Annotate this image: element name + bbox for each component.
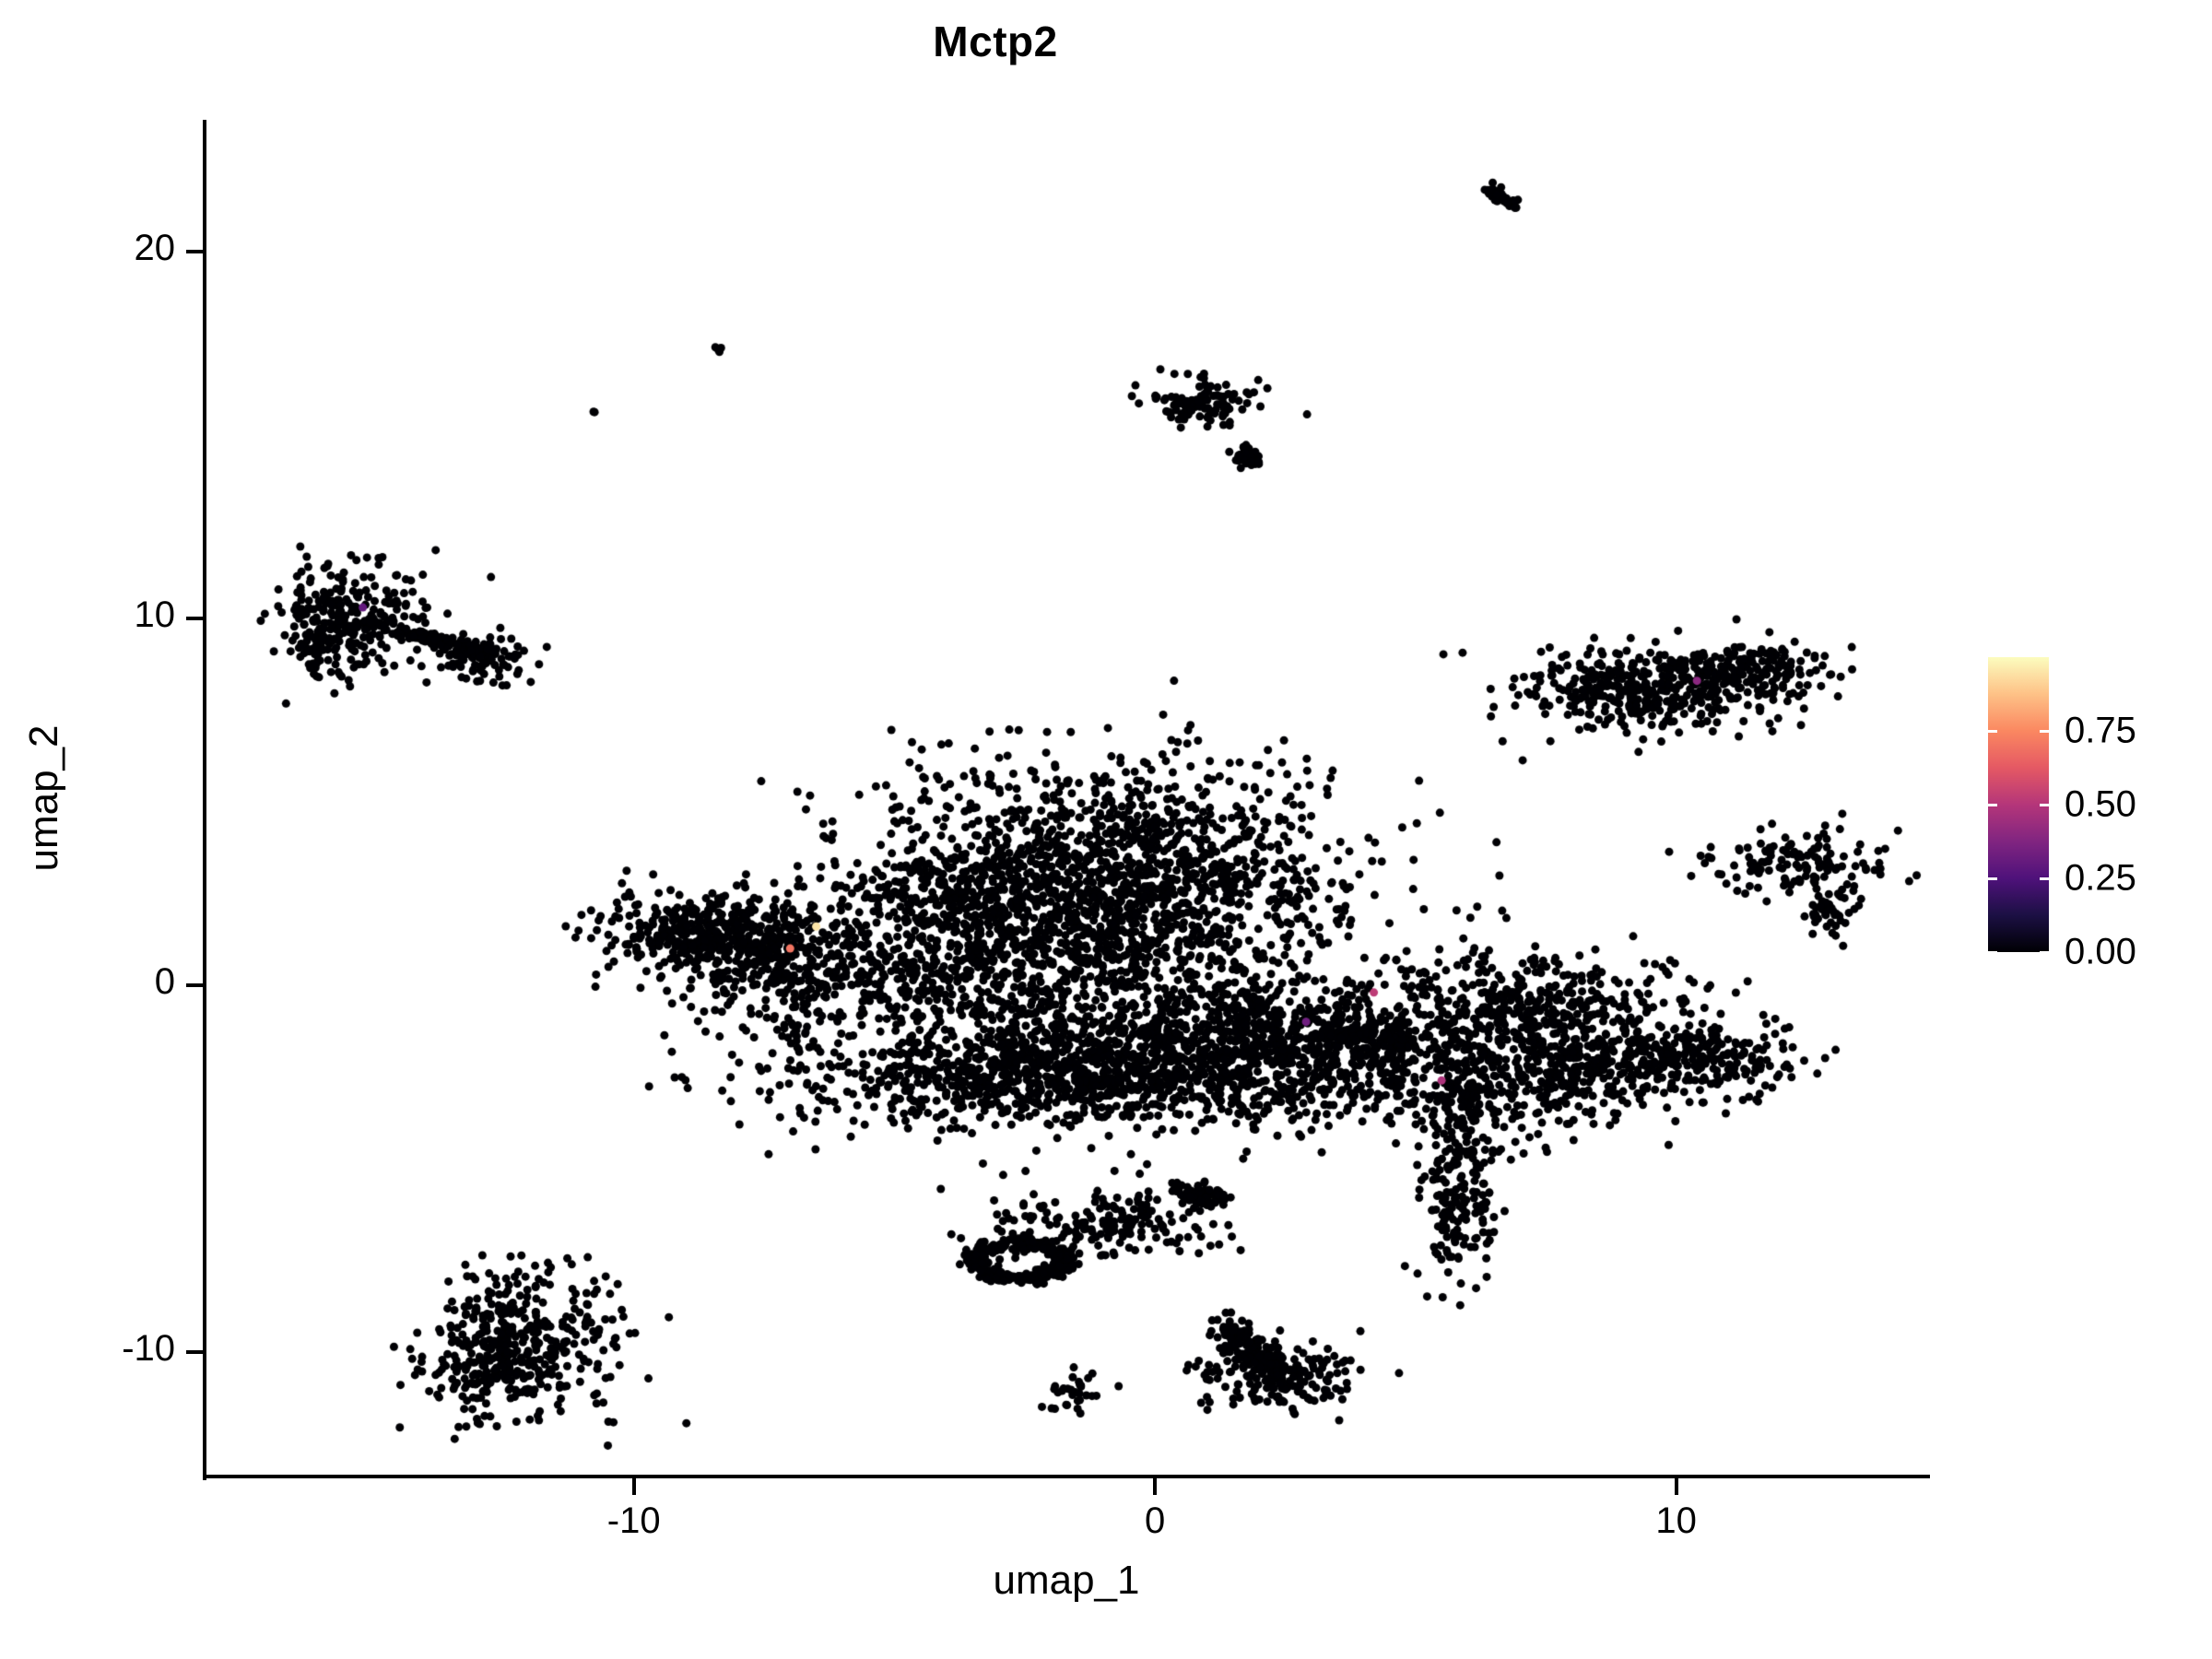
y-tick-mark bbox=[186, 617, 203, 621]
x-axis-title: umap_1 bbox=[993, 1558, 1140, 1603]
colorbar-tick-mark bbox=[2040, 950, 2049, 954]
x-tick-mark bbox=[1674, 1478, 1678, 1495]
y-axis-line bbox=[203, 120, 206, 1480]
y-tick-label: 10 bbox=[134, 594, 176, 636]
y-axis-title-wrap: umap_2 bbox=[0, 120, 88, 1477]
scatter-canvas[interactable] bbox=[206, 120, 1926, 1477]
x-axis-line bbox=[203, 1475, 1930, 1478]
colorbar-tick-label: 0.50 bbox=[2065, 783, 2136, 825]
y-axis-title: umap_2 bbox=[21, 724, 66, 872]
y-tick-mark bbox=[186, 982, 203, 987]
colorbar-tick-label: 0.25 bbox=[2065, 857, 2136, 899]
x-tick-label: 0 bbox=[1145, 1500, 1166, 1541]
colorbar-tick-mark bbox=[1988, 950, 1997, 954]
colorbar-tick-label: 0.00 bbox=[2065, 931, 2136, 972]
x-tick-label: -10 bbox=[606, 1500, 661, 1541]
y-tick-label: -10 bbox=[122, 1327, 175, 1369]
colorbar-tick-mark bbox=[2040, 803, 2049, 806]
page-title: Mctp2 bbox=[933, 18, 1058, 65]
colorbar-tick-mark bbox=[1988, 729, 1997, 733]
plot-panel[interactable] bbox=[206, 120, 1926, 1477]
colorbar-tick-mark bbox=[1988, 877, 1997, 880]
x-tick-mark bbox=[631, 1478, 636, 1495]
y-tick-mark bbox=[186, 250, 203, 254]
colorbar-tick-label: 0.75 bbox=[2065, 710, 2136, 751]
y-tick-mark bbox=[186, 1349, 203, 1354]
y-tick-label: 0 bbox=[154, 960, 175, 1002]
colorbar-gradient bbox=[1988, 657, 2049, 952]
colorbar-tick-mark bbox=[2040, 729, 2049, 733]
x-tick-label: 10 bbox=[1655, 1500, 1697, 1541]
y-tick-label: 20 bbox=[134, 228, 176, 269]
color-legend[interactable]: 0.75 0.50 0.25 0.00 bbox=[1972, 636, 2194, 986]
colorbar-tick-mark bbox=[1988, 803, 1997, 806]
x-tick-mark bbox=[1153, 1478, 1158, 1495]
colorbar-tick-mark bbox=[2040, 877, 2049, 880]
